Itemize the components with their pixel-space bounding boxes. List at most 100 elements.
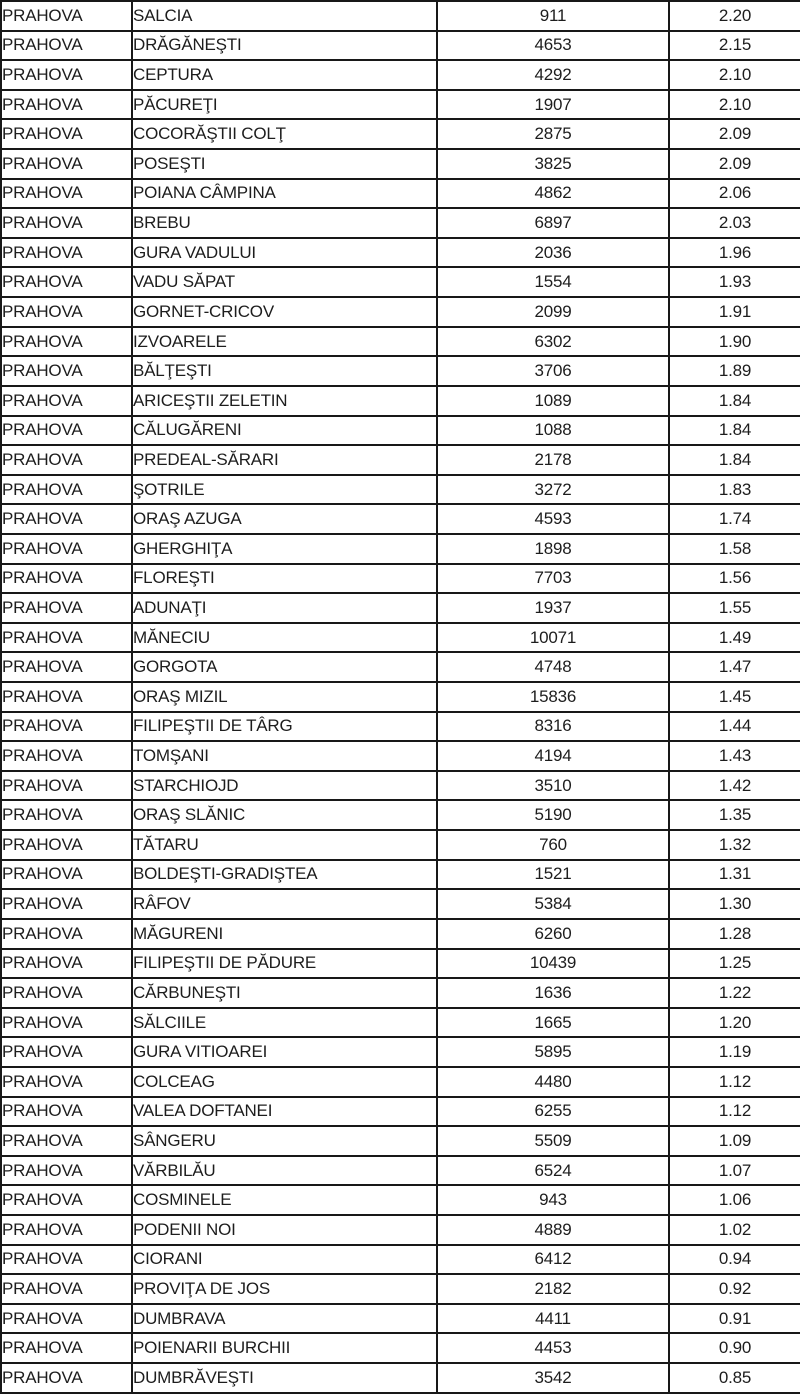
table-row: PRAHOVA BĂLŢEŞTI 3706 1.89 — [0, 355, 800, 387]
cell-locality: VALEA DOFTANEI — [131, 1095, 438, 1128]
cell-locality: ORAŞ SLĂNIC — [131, 799, 438, 832]
cell-county: PRAHOVA — [0, 236, 133, 269]
cell-locality: CĂRBUNEŞTI — [131, 977, 438, 1009]
cell-county: PRAHOVA — [0, 1036, 133, 1068]
table-row: PRAHOVA ŞOTRILE 3272 1.83 — [0, 473, 800, 506]
cell-county: PRAHOVA — [0, 0, 133, 32]
cell-rate: 1.93 — [668, 266, 800, 299]
cell-county: PRAHOVA — [0, 947, 133, 980]
table-row: PRAHOVA ORAŞ AZUGA 4593 1.74 — [0, 503, 800, 535]
cell-county: PRAHOVA — [0, 1243, 133, 1276]
table-row: PRAHOVA GHERGHIŢA 1898 1.58 — [0, 532, 800, 565]
cell-county: PRAHOVA — [0, 1154, 133, 1187]
cell-locality: CĂLUGĂRENI — [131, 414, 438, 447]
cell-county: PRAHOVA — [0, 562, 133, 595]
cell-county: PRAHOVA — [0, 858, 133, 891]
cell-rate: 1.31 — [668, 858, 800, 891]
cell-value: 1636 — [436, 977, 670, 1009]
cell-rate: 1.28 — [668, 917, 800, 950]
cell-locality: COSMINELE — [131, 1184, 438, 1216]
cell-locality: GHERGHIŢA — [131, 532, 438, 565]
table-row: PRAHOVA POSEŞTI 3825 2.09 — [0, 148, 800, 180]
cell-rate: 1.12 — [668, 1095, 800, 1128]
cell-value: 760 — [436, 829, 670, 861]
cell-rate: 1.56 — [668, 562, 800, 595]
cell-locality: GURA VADULUI — [131, 236, 438, 269]
cell-value: 1089 — [436, 384, 670, 417]
table-row: PRAHOVA COCORĂŞTII COLŢ 2875 2.09 — [0, 118, 800, 151]
cell-rate: 1.83 — [668, 473, 800, 506]
cell-county: PRAHOVA — [0, 29, 133, 62]
cell-county: PRAHOVA — [0, 148, 133, 180]
cell-value: 1898 — [436, 532, 670, 565]
cell-value: 2875 — [436, 118, 670, 151]
table-row: PRAHOVA PREDEAL-SĂRARI 2178 1.84 — [0, 444, 800, 476]
cell-value: 6412 — [436, 1243, 670, 1276]
cell-locality: BREBU — [131, 207, 438, 239]
table-row: PRAHOVA PROVIŢA DE JOS 2182 0.92 — [0, 1273, 800, 1305]
cell-locality: POSEŞTI — [131, 148, 438, 180]
cell-value: 5895 — [436, 1036, 670, 1068]
cell-locality: BĂLŢEŞTI — [131, 355, 438, 387]
cell-locality: DRĂGĂNEŞTI — [131, 29, 438, 62]
cell-value: 3272 — [436, 473, 670, 506]
cell-value: 1521 — [436, 858, 670, 891]
cell-locality: PROVIŢA DE JOS — [131, 1273, 438, 1305]
cell-locality: ŞOTRILE — [131, 473, 438, 506]
cell-county: PRAHOVA — [0, 88, 133, 121]
cell-rate: 1.44 — [668, 710, 800, 743]
cell-county: PRAHOVA — [0, 1095, 133, 1128]
cell-locality: PĂCUREŢI — [131, 88, 438, 121]
table-row: PRAHOVA PĂCUREŢI 1907 2.10 — [0, 88, 800, 121]
table-row: PRAHOVA BOLDEŞTI-GRADIŞTEA 1521 1.31 — [0, 858, 800, 891]
table-row: PRAHOVA DUMBRAVA 4411 0.91 — [0, 1302, 800, 1335]
cell-rate: 1.91 — [668, 296, 800, 328]
cell-rate: 1.89 — [668, 355, 800, 387]
cell-county: PRAHOVA — [0, 296, 133, 328]
cell-value: 3706 — [436, 355, 670, 387]
cell-locality: PREDEAL-SĂRARI — [131, 444, 438, 476]
cell-county: PRAHOVA — [0, 977, 133, 1009]
cell-value: 2099 — [436, 296, 670, 328]
table-row: PRAHOVA FILIPEŞTII DE TÂRG 8316 1.44 — [0, 710, 800, 743]
cell-county: PRAHOVA — [0, 917, 133, 950]
cell-locality: GORNET-CRICOV — [131, 296, 438, 328]
cell-locality: DUMBRĂVEŞTI — [131, 1362, 438, 1394]
cell-locality: DUMBRAVA — [131, 1302, 438, 1335]
table-row: PRAHOVA POIENARII BURCHII 4453 0.90 — [0, 1332, 800, 1365]
cell-rate: 1.58 — [668, 532, 800, 565]
cell-locality: IZVOARELE — [131, 325, 438, 358]
cell-county: PRAHOVA — [0, 266, 133, 299]
cell-county: PRAHOVA — [0, 651, 133, 684]
cell-county: PRAHOVA — [0, 532, 133, 565]
table-row: PRAHOVA POIANA CÂMPINA 4862 2.06 — [0, 177, 800, 210]
cell-county: PRAHOVA — [0, 414, 133, 447]
cell-value: 2182 — [436, 1273, 670, 1305]
cell-locality: ORAŞ AZUGA — [131, 503, 438, 535]
cell-county: PRAHOVA — [0, 207, 133, 239]
cell-locality: FLOREŞTI — [131, 562, 438, 595]
cell-rate: 2.10 — [668, 88, 800, 121]
cell-rate: 1.20 — [668, 1006, 800, 1039]
cell-rate: 2.06 — [668, 177, 800, 210]
cell-county: PRAHOVA — [0, 799, 133, 832]
cell-county: PRAHOVA — [0, 888, 133, 920]
table-row: PRAHOVA VADU SĂPAT 1554 1.93 — [0, 266, 800, 299]
cell-value: 3510 — [436, 769, 670, 802]
table-row: PRAHOVA SĂLCIILE 1665 1.20 — [0, 1006, 800, 1039]
cell-county: PRAHOVA — [0, 118, 133, 151]
cell-value: 1554 — [436, 266, 670, 299]
cell-county: PRAHOVA — [0, 59, 133, 91]
cell-value: 911 — [436, 0, 670, 32]
cell-rate: 2.20 — [668, 0, 800, 32]
cell-county: PRAHOVA — [0, 1302, 133, 1335]
table-row: PRAHOVA FLOREŞTI 7703 1.56 — [0, 562, 800, 595]
cell-county: PRAHOVA — [0, 681, 133, 713]
cell-value: 4411 — [436, 1302, 670, 1335]
cell-locality: GURA VITIOAREI — [131, 1036, 438, 1068]
table-row: PRAHOVA SÂNGERU 5509 1.09 — [0, 1125, 800, 1157]
cell-value: 6897 — [436, 207, 670, 239]
cell-rate: 1.84 — [668, 414, 800, 447]
cell-rate: 1.09 — [668, 1125, 800, 1157]
